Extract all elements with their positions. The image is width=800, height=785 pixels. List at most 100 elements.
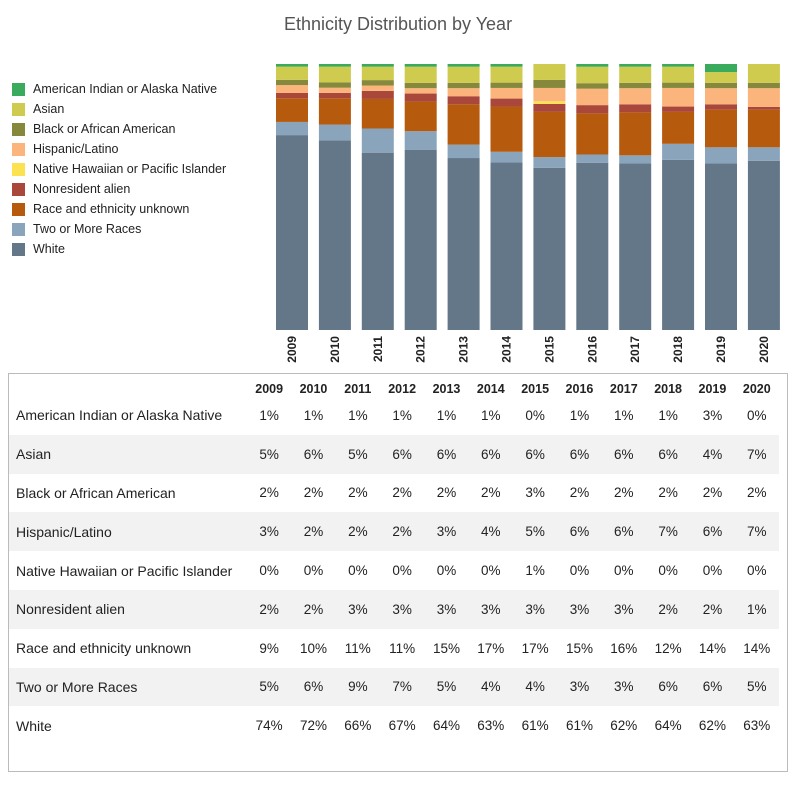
table-header-year: 2020 [742, 382, 771, 396]
table-cell: 2% [335, 512, 380, 552]
table-cell: 2% [747, 485, 767, 501]
bar-segment-2011-nonresident-alien [361, 90, 394, 99]
bar-segment-2011-hispanic-latino [361, 85, 394, 91]
legend-item-native-hawaiian-or-pacific-islander: Native Hawaiian or Pacific Islander [12, 159, 226, 179]
legend-item-hispanic-latino: Hispanic/Latino [12, 139, 226, 159]
table-cell: 3% [379, 589, 425, 629]
legend-label: Hispanic/Latino [33, 142, 119, 156]
table-cell: 4% [690, 434, 735, 474]
table-cell: 62% [698, 718, 726, 734]
chart-title: Ethnicity Distribution by Year [283, 14, 513, 34]
bar-segment-2015-white [533, 167, 566, 330]
bar-segment-2010-american-indian-or-alaska-native [318, 64, 351, 67]
bar-segment-2010-hispanic-latino [318, 87, 351, 93]
table-cell: 7% [734, 512, 779, 552]
table-cell: 6% [690, 512, 735, 552]
bar-segment-2012-black-or-african-american [404, 82, 437, 89]
table-cell: 11% [389, 640, 416, 656]
table-cell: 2% [658, 485, 678, 501]
legend-label: Nonresident alien [33, 182, 131, 196]
table-cell: 0% [525, 407, 545, 423]
table-cell: 15% [565, 640, 593, 656]
row-label: Race and ethnicity unknown [16, 640, 192, 657]
bar-segment-2012-nonresident-alien [404, 93, 437, 102]
bar-segment-2019-black-or-african-american [705, 82, 737, 89]
x-tick-label-2016: 2016 [585, 336, 599, 363]
table-cell: 74% [255, 718, 283, 734]
stacked-bar-chart: 2009 2010 2011 2012 2013 2014 2015 2016 2017 2018… [276, 64, 780, 363]
table-header-row: 2009 2010 2011 2012 2013 2014 2015 2016 2017 2018… [9, 374, 779, 396]
table-cell: 1% [392, 407, 412, 423]
x-tick-label-2019: 2019 [714, 336, 728, 363]
table-cell: 3% [468, 589, 513, 629]
table-cell: 1% [348, 407, 368, 423]
table-cell: 2% [645, 589, 691, 629]
table-cell: 66% [344, 718, 372, 734]
table-cell: 1% [734, 589, 779, 629]
bar-segment-2012-race-and-ethnicity-unknown [404, 101, 437, 132]
table-cell: 1% [436, 407, 457, 423]
table-cell: 9% [335, 667, 380, 707]
legend-item-two-or-more-races: Two or More Races [12, 219, 226, 239]
table-cell: 3% [335, 589, 380, 629]
bar-segment-2016-race-and-ethnicity-unknown [576, 113, 609, 155]
bar-segment-2010-black-or-african-american [318, 82, 351, 88]
table-cell: 3% [601, 667, 646, 707]
bar-segment-2011-white [361, 152, 394, 330]
bar-segment-2018-two-or-more-races [662, 143, 695, 160]
table-cell: 7% [734, 434, 779, 474]
bar-segment-2011-two-or-more-races [361, 128, 394, 153]
table-cell: 0% [658, 563, 678, 579]
table-cell: 2% [247, 589, 292, 629]
legend-swatch [12, 242, 25, 256]
bar-segment-2015-hispanic-latino [533, 87, 566, 102]
table-cell: 6% [291, 667, 336, 707]
legend-swatch [12, 202, 25, 216]
bar-segment-2012-asian [404, 66, 437, 83]
table-row-hispanic-latino: Hispanic/Latino 3% 2% 2% 2% 3% 4% 5% 6% 6% 7% 6% 7% [9, 512, 779, 552]
bar-segment-2015-two-or-more-races [533, 157, 566, 168]
legend-label: Two or More Races [33, 222, 142, 236]
bar-segment-2013-asian [447, 66, 480, 83]
bar-segment-2009-two-or-more-races [276, 121, 308, 136]
bar-segment-2013-two-or-more-races [447, 144, 480, 159]
bar-segment-2009-white [276, 135, 308, 330]
table-header-blank [9, 374, 247, 396]
table-cell: 0% [747, 563, 767, 579]
bar-segment-2016-two-or-more-races [576, 154, 609, 163]
x-tick-label-2018: 2018 [671, 336, 685, 363]
table-cell: 1% [481, 407, 501, 423]
table-cell: 62% [610, 718, 638, 734]
legend-label: Native Hawaiian or Pacific Islander [33, 162, 227, 176]
table-cell: 1% [569, 407, 590, 423]
bar-segment-2018-nonresident-alien [662, 106, 695, 112]
legend-swatch [12, 142, 25, 156]
table-row-american-indian-or-alaska-native: American Indian or Alaska Native 1% 1% 1% 1%… [9, 396, 779, 435]
bar-segment-2015-native-hawaiian-or-pacific-islander [533, 101, 566, 104]
row-label: Two or More Races [9, 667, 247, 707]
table-cell: 0% [303, 563, 324, 579]
table-cell: 6% [645, 667, 691, 707]
x-tick-label-2013: 2013 [457, 336, 471, 363]
table-cell: 3% [512, 589, 558, 629]
table-cell: 2% [379, 512, 425, 552]
table-cell: 6% [291, 434, 336, 474]
row-label: Hispanic/Latino [9, 512, 247, 552]
x-tick-label-2009: 2009 [285, 336, 299, 363]
bar-segment-2013-hispanic-latino [447, 88, 480, 97]
x-tick-label-2017: 2017 [628, 336, 642, 363]
row-label: White [16, 717, 52, 734]
bar-segment-2013-nonresident-alien [447, 96, 480, 105]
table-cell: 6% [601, 434, 646, 474]
table-cell: 2% [259, 485, 279, 501]
table-cell: 9% [259, 640, 279, 656]
table-cell: 61% [565, 718, 593, 734]
table-row-race-and-ethnicity-unknown: Race and ethnicity unknown 9% 10% 11% 11% 15%… [9, 629, 779, 668]
table-cell: 3% [525, 485, 545, 501]
table-cell: 3% [557, 589, 602, 629]
table-cell: 2% [614, 485, 634, 501]
row-label: Native Hawaiian or Pacific Islander [16, 562, 233, 579]
bar-segment-2009-asian [276, 66, 308, 80]
bar-segment-2019-race-and-ethnicity-unknown [705, 109, 737, 148]
table-cell: 4% [468, 512, 513, 552]
